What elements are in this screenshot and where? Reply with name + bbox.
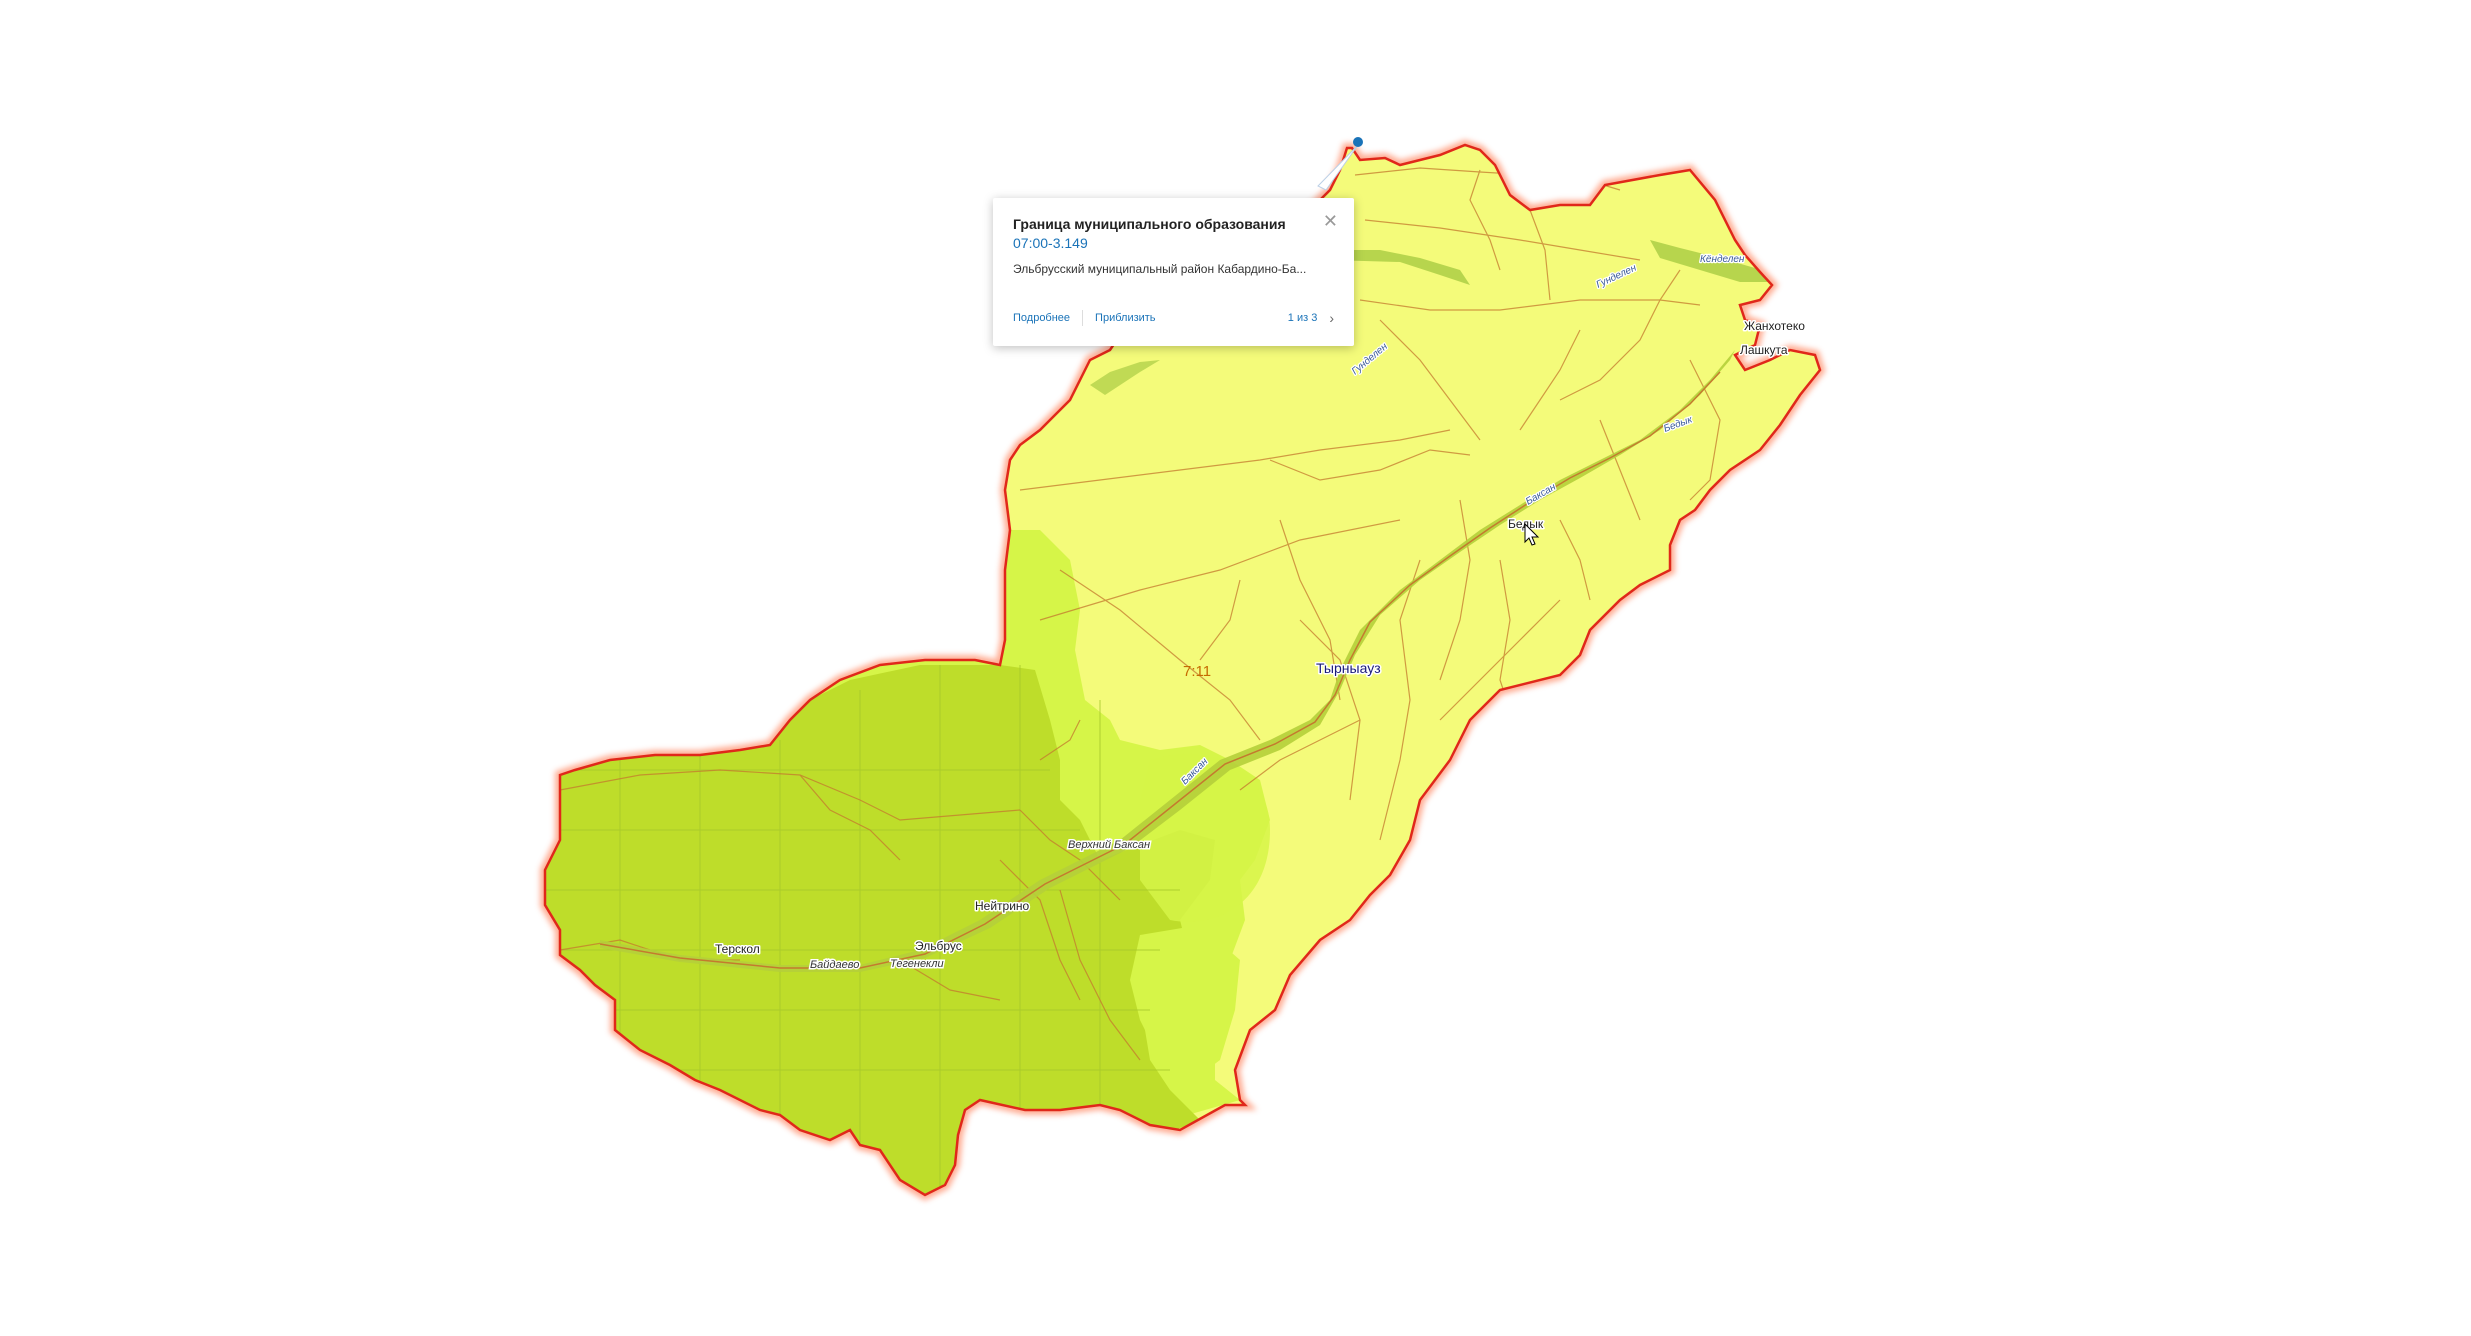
place-label-bedyk[interactable]: Бедык (1507, 516, 1546, 533)
close-icon[interactable]: ✕ (1322, 211, 1338, 231)
place-label-neitrino[interactable]: Нейтрино (974, 898, 1032, 915)
chevron-right-icon[interactable]: › (1329, 310, 1334, 326)
north-valley (1330, 250, 1470, 285)
place-label-terskol[interactable]: Терскол (714, 941, 762, 958)
place-label-zhankhoteko[interactable]: Жанхотеко (1743, 318, 1807, 335)
place-label-lashkuta[interactable]: Лашкута (1739, 342, 1790, 359)
place-label-elbrus[interactable]: Эльбрус (914, 938, 964, 955)
popup-cadastral-code[interactable]: 07:00-3.149 (1013, 235, 1088, 251)
popup-pointer (1317, 144, 1359, 191)
transition-circle (1140, 753, 1270, 922)
details-link[interactable]: Подробнее (1013, 312, 1071, 324)
feature-popup[interactable]: ✕ Граница муниципального образования 07:… (993, 198, 1354, 346)
river-label-kendelen: Кёнделен (1700, 254, 1745, 265)
popup-title: Граница муниципального образования (1013, 216, 1286, 232)
baksan-river (599, 371, 1721, 969)
road-label-verkhniy-baksan: Верхний Баксан (1068, 839, 1150, 851)
road-label-baidaevo: Байдаево (810, 959, 859, 971)
north-valley-west (1090, 360, 1160, 395)
cursor-icon (1524, 522, 1540, 546)
popup-divider (1082, 310, 1084, 326)
district-border[interactable] (543, 143, 1822, 1197)
location-pin-icon[interactable] (1353, 137, 1363, 147)
road-label-tegenekli: Тегенекли (890, 958, 944, 970)
cadastral-label: 7:11 (1183, 663, 1211, 680)
pager-count: 1 из 3 (1287, 312, 1318, 324)
inner-lines (559, 167, 1721, 1061)
north-east-valley (1650, 240, 1770, 282)
popup-description: Эльбрусский муниципальный район Кабардин… (1013, 262, 1307, 276)
transition-patch (1130, 925, 1240, 1075)
place-label-tyrnyauz[interactable]: Тырныауз (1315, 659, 1383, 678)
popup-footer: Подробнее Приблизить 1 из 3 › (1013, 310, 1334, 326)
park-zone (545, 665, 1215, 1195)
zoom-to-link[interactable]: Приблизить (1095, 312, 1156, 324)
popup-pager: 1 из 3 › (1288, 310, 1334, 326)
